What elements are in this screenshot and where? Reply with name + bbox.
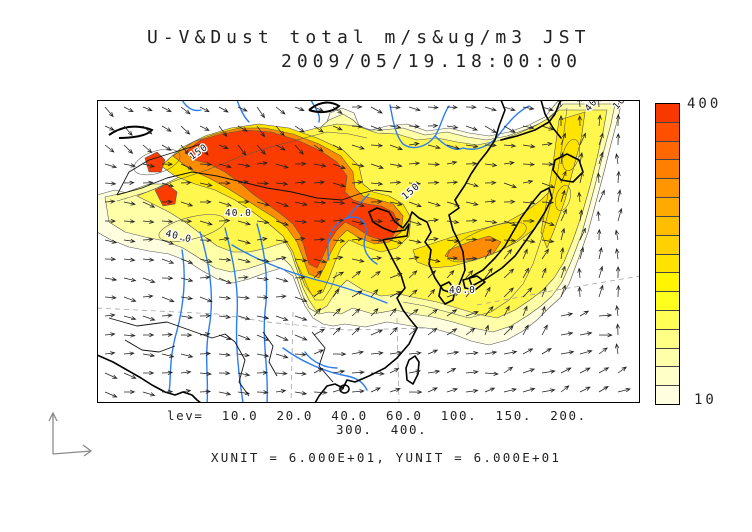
colorbar-min-label: 10 — [694, 392, 717, 408]
map-plot-area: 150 40.0 40.0 150 40.0 40 10 — [97, 100, 640, 403]
colorbar-segment — [656, 140, 679, 160]
border-layer — [108, 143, 393, 397]
colorbar-segment — [656, 328, 679, 348]
colorbar-segment — [656, 234, 679, 254]
colorbar-segment — [656, 272, 679, 292]
colorbar-segment — [656, 178, 679, 198]
axis-orientation-arrows-icon — [48, 411, 93, 457]
colorbar-segment — [656, 291, 679, 310]
colorbar-segment — [656, 385, 679, 404]
wind-vector-layer — [104, 100, 631, 398]
wind-arrows — [104, 100, 631, 398]
contour-levels-line2: 300. 400. — [336, 422, 428, 437]
colorbar-segment — [656, 366, 679, 386]
colorbar-segment — [656, 104, 679, 122]
graticule-layer — [97, 275, 640, 403]
colorbar-segment — [656, 253, 679, 273]
colorbar-max-label: 400 — [687, 96, 722, 112]
page-subtitle-datetime: 2009/05/19.18:00:00 — [281, 51, 582, 72]
border-layer-heavy — [108, 101, 341, 139]
colorbar-segment — [656, 309, 679, 329]
colorbar-segment — [656, 347, 679, 367]
colorbar-segment — [656, 121, 679, 141]
colorbar-segment — [656, 159, 679, 179]
contour-value-label: 40.0 — [449, 285, 476, 296]
contour-levels-line1: lev= 10.0 20.0 40.0 60.0 100. 150. 200. — [167, 408, 587, 423]
colorbar — [655, 103, 680, 405]
map-frame — [97, 100, 640, 403]
colorbar-segment — [656, 215, 679, 235]
grid-units-label: XUNIT = 6.000E+01, YUNIT = 6.000E+01 — [211, 450, 562, 465]
colorbar-segment — [656, 197, 679, 216]
page-title: U-V&Dust total m/s&ug/m3 JST — [147, 27, 591, 48]
contour-value-label: 40.0 — [225, 208, 252, 219]
